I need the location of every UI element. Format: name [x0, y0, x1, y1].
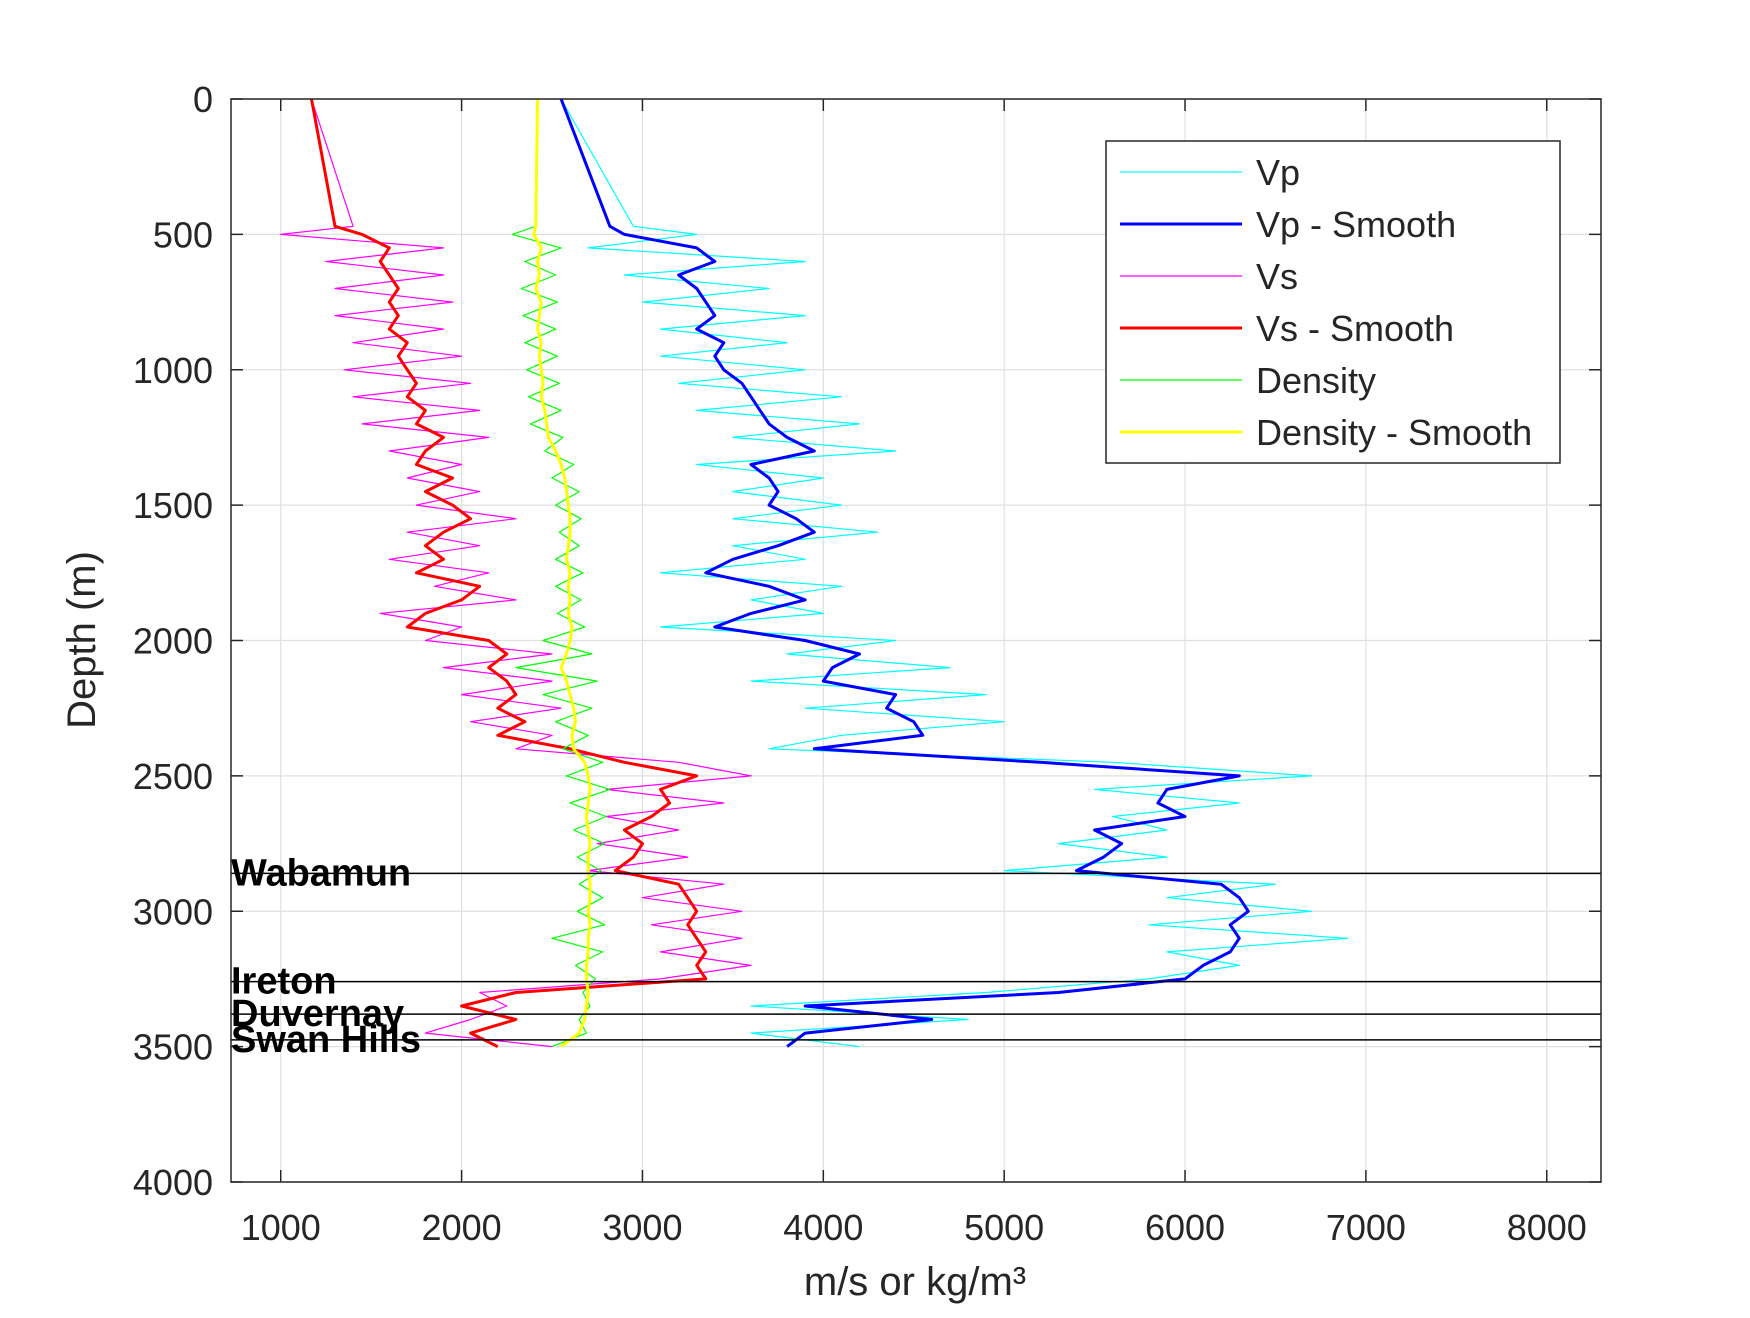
formation-label: Swan Hills: [231, 1019, 421, 1061]
legend-label: Vs - Smooth: [1256, 308, 1454, 349]
data-line: [560, 98, 1349, 1048]
data-line: [532, 98, 592, 1048]
x-tick-label: 4000: [783, 1207, 863, 1248]
legend-label: Density - Smooth: [1256, 412, 1532, 453]
x-tick-label: 8000: [1507, 1207, 1587, 1248]
y-tick-label: 0: [193, 79, 213, 120]
legend: Vp Vp - Smooth Vs Vs - Smooth Density Density…: [1105, 140, 1561, 464]
data-line: [559, 98, 1250, 1048]
legend-label: Density: [1256, 360, 1376, 401]
x-tick-label: 1000: [241, 1207, 321, 1248]
data-line: [511, 98, 611, 1048]
y-tick-label: 3000: [133, 891, 213, 932]
plot-frame: [230, 98, 1602, 1183]
legend-label: Vp - Smooth: [1256, 204, 1456, 245]
legend-box: [1105, 140, 1561, 464]
y-tick-label: 1000: [133, 350, 213, 391]
x-tick-label: 5000: [964, 1207, 1044, 1248]
y-tick-label: 1500: [133, 485, 213, 526]
y-axis-label: Depth (m): [60, 551, 104, 729]
y-tick-label: 500: [153, 214, 213, 255]
x-tick-label: 2000: [422, 1207, 502, 1248]
data-line: [310, 98, 708, 1048]
x-tick-label: 3000: [602, 1207, 682, 1248]
y-tick-label: 4000: [133, 1162, 213, 1203]
legend-label: Vs: [1256, 256, 1298, 297]
x-axis-label: m/s or kg/m³: [804, 1260, 1026, 1304]
x-tick-label: 7000: [1326, 1207, 1406, 1248]
y-tick-label: 2500: [133, 756, 213, 797]
y-tick-label: 3500: [133, 1027, 213, 1068]
x-tick-label: 6000: [1145, 1207, 1225, 1248]
y-tick-label: 2000: [133, 621, 213, 662]
formation-label: Ireton: [231, 961, 337, 1003]
formation-label: Duvernay: [231, 993, 404, 1035]
data-line: [280, 98, 752, 1048]
formation-label: Wabamun: [231, 852, 411, 894]
legend-label: Vp: [1256, 152, 1300, 193]
